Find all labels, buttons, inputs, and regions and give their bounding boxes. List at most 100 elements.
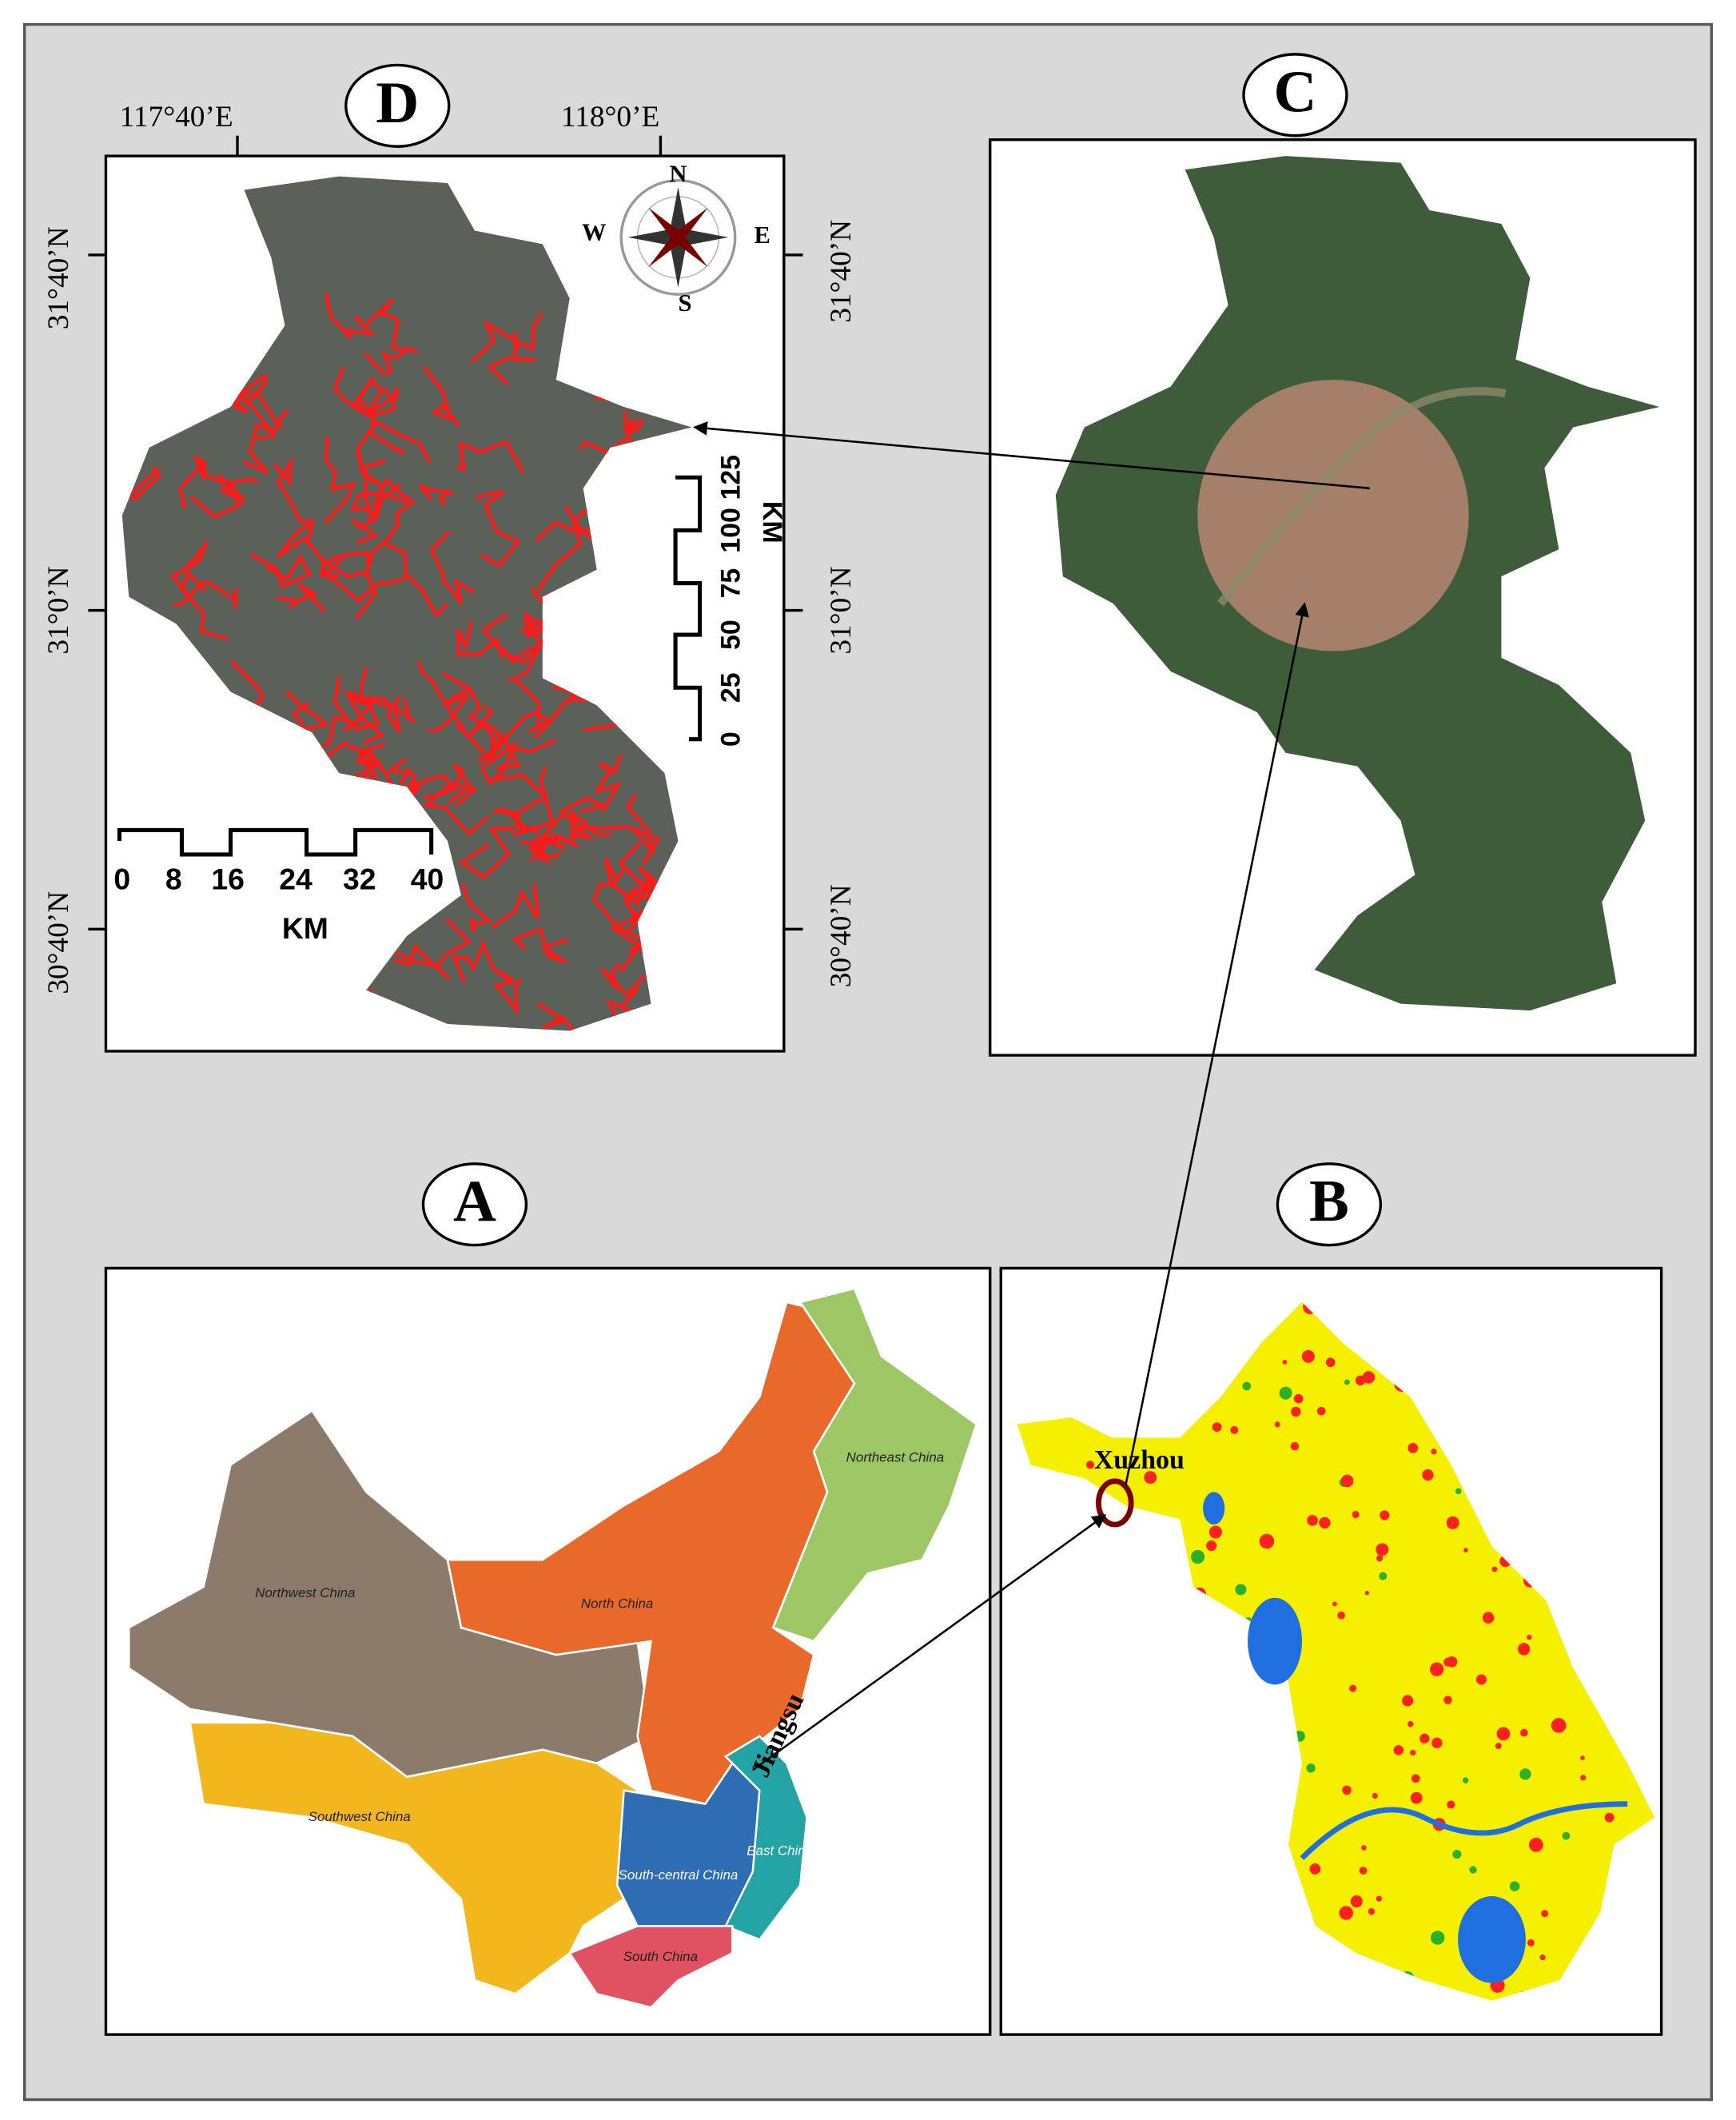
urban-outline: [456, 439, 525, 473]
scale-tick-label: 125: [715, 455, 746, 500]
urban-outline: [324, 292, 376, 339]
urban-dot: [1208, 1525, 1222, 1539]
region-label: East China: [747, 1843, 813, 1859]
scale-tick-label: 0: [113, 863, 130, 896]
panel-letter: A: [453, 1168, 496, 1234]
urban-dot: [1339, 1906, 1353, 1920]
urban-outline: [559, 795, 608, 840]
compass-s: S: [678, 289, 691, 317]
urban-outline: [416, 660, 486, 754]
urban-dot: [1316, 1406, 1326, 1416]
urban-dot: [1475, 1674, 1487, 1685]
urban-outline: [497, 807, 540, 835]
urban-outline: [470, 312, 543, 364]
urban-dot: [1551, 1718, 1567, 1733]
urban-outline: [342, 688, 385, 745]
urban-highlight: [1197, 380, 1469, 652]
scale-tick-label: 8: [165, 863, 182, 896]
urban-outline: [363, 345, 412, 377]
urban-dot: [1355, 1375, 1366, 1386]
scale-tick-label: 100: [715, 508, 746, 553]
urban-dot: [1359, 1867, 1368, 1875]
urban-outline: [423, 366, 461, 428]
panel-badge: [344, 63, 451, 148]
region-label: Southwest China: [309, 1809, 411, 1824]
urban-dot: [1293, 1393, 1304, 1404]
urban-dot: [1482, 1612, 1495, 1624]
urban-dot: [1469, 1866, 1477, 1874]
urban-dot: [1509, 1881, 1520, 1891]
urban-outline: [356, 743, 386, 784]
panel-letter: C: [1274, 58, 1317, 125]
urban-dot: [1431, 1737, 1443, 1748]
urban-dot: [1447, 1800, 1455, 1809]
scale-unit: KM: [282, 911, 328, 945]
urban-dot: [1496, 1727, 1511, 1741]
urban-dot: [1361, 1845, 1367, 1851]
urban-dot: [1290, 1441, 1300, 1451]
urban-outline: [493, 762, 555, 838]
urban-outline: [520, 833, 567, 863]
scale-tick-label: 40: [411, 863, 444, 896]
scale-tick-label: 50: [715, 620, 746, 650]
region-label: Northeast China: [846, 1449, 945, 1464]
urban-outline: [242, 408, 289, 474]
urban-dot: [1452, 1849, 1462, 1859]
urban-dot: [1309, 1863, 1321, 1875]
urban-dot: [1443, 1657, 1453, 1667]
urban-dot: [1446, 1516, 1459, 1529]
compass-n: N: [669, 161, 687, 188]
urban-dot: [1259, 1533, 1275, 1549]
panel-letter: D: [376, 70, 419, 136]
urban-outline: [385, 695, 416, 733]
urban-outline: [422, 781, 489, 836]
urban-dot: [1332, 1601, 1337, 1607]
urban-dot: [1344, 1379, 1350, 1385]
scale-tick-label: 25: [715, 672, 746, 703]
urban-dot: [1408, 1720, 1414, 1727]
urban-outline: [351, 500, 383, 545]
urban-dot: [1085, 1460, 1094, 1469]
urban-dot: [1463, 1548, 1468, 1553]
arrows: [693, 421, 1370, 1771]
urban-outline: [429, 530, 475, 604]
urban-dot: [1393, 1745, 1404, 1755]
lon-label: 117°40’E: [120, 101, 233, 133]
urban-outline: [233, 373, 284, 430]
urban-outline: [428, 671, 472, 732]
urban-outline: [493, 970, 523, 1015]
urban-dot: [1362, 1371, 1376, 1384]
region-label: South-central China: [619, 1867, 739, 1883]
urban-dot: [1455, 1488, 1462, 1495]
urban-dot: [1364, 1591, 1369, 1596]
urban-dot: [1429, 1662, 1444, 1676]
lat-label: 30°40’N: [42, 891, 75, 994]
urban-dot: [1144, 1471, 1157, 1484]
urban-dot: [1319, 1516, 1331, 1529]
urban-outline: [456, 621, 504, 659]
lakes: [1203, 1492, 1526, 1983]
urban-outline: [179, 572, 229, 641]
urban-outline: [603, 857, 651, 907]
urban-dot: [1410, 1749, 1416, 1756]
lat-label: 31°40’N: [42, 226, 75, 329]
yangtze: [1300, 1801, 1628, 1860]
urban-outline: [232, 393, 277, 440]
urban-dot: [1212, 1422, 1222, 1433]
panel-badge: [1276, 1162, 1383, 1247]
urban-dot: [1230, 1425, 1239, 1434]
urban-outline: [512, 927, 569, 964]
urban-outline: [324, 550, 377, 620]
scale-tick-label: 0: [715, 731, 746, 747]
lon-label: 118°0’E: [561, 101, 659, 133]
urban-outline: [419, 483, 456, 507]
urban-dot: [1274, 1421, 1280, 1428]
urban-dot: [1491, 1566, 1498, 1572]
urban-outline: [121, 465, 162, 502]
lat-label: 31°40’N: [825, 220, 858, 323]
urban-dot: [1340, 1474, 1354, 1488]
urban-outline: [364, 297, 419, 353]
compass-w: W: [582, 219, 607, 246]
urban-outline: [372, 477, 416, 525]
